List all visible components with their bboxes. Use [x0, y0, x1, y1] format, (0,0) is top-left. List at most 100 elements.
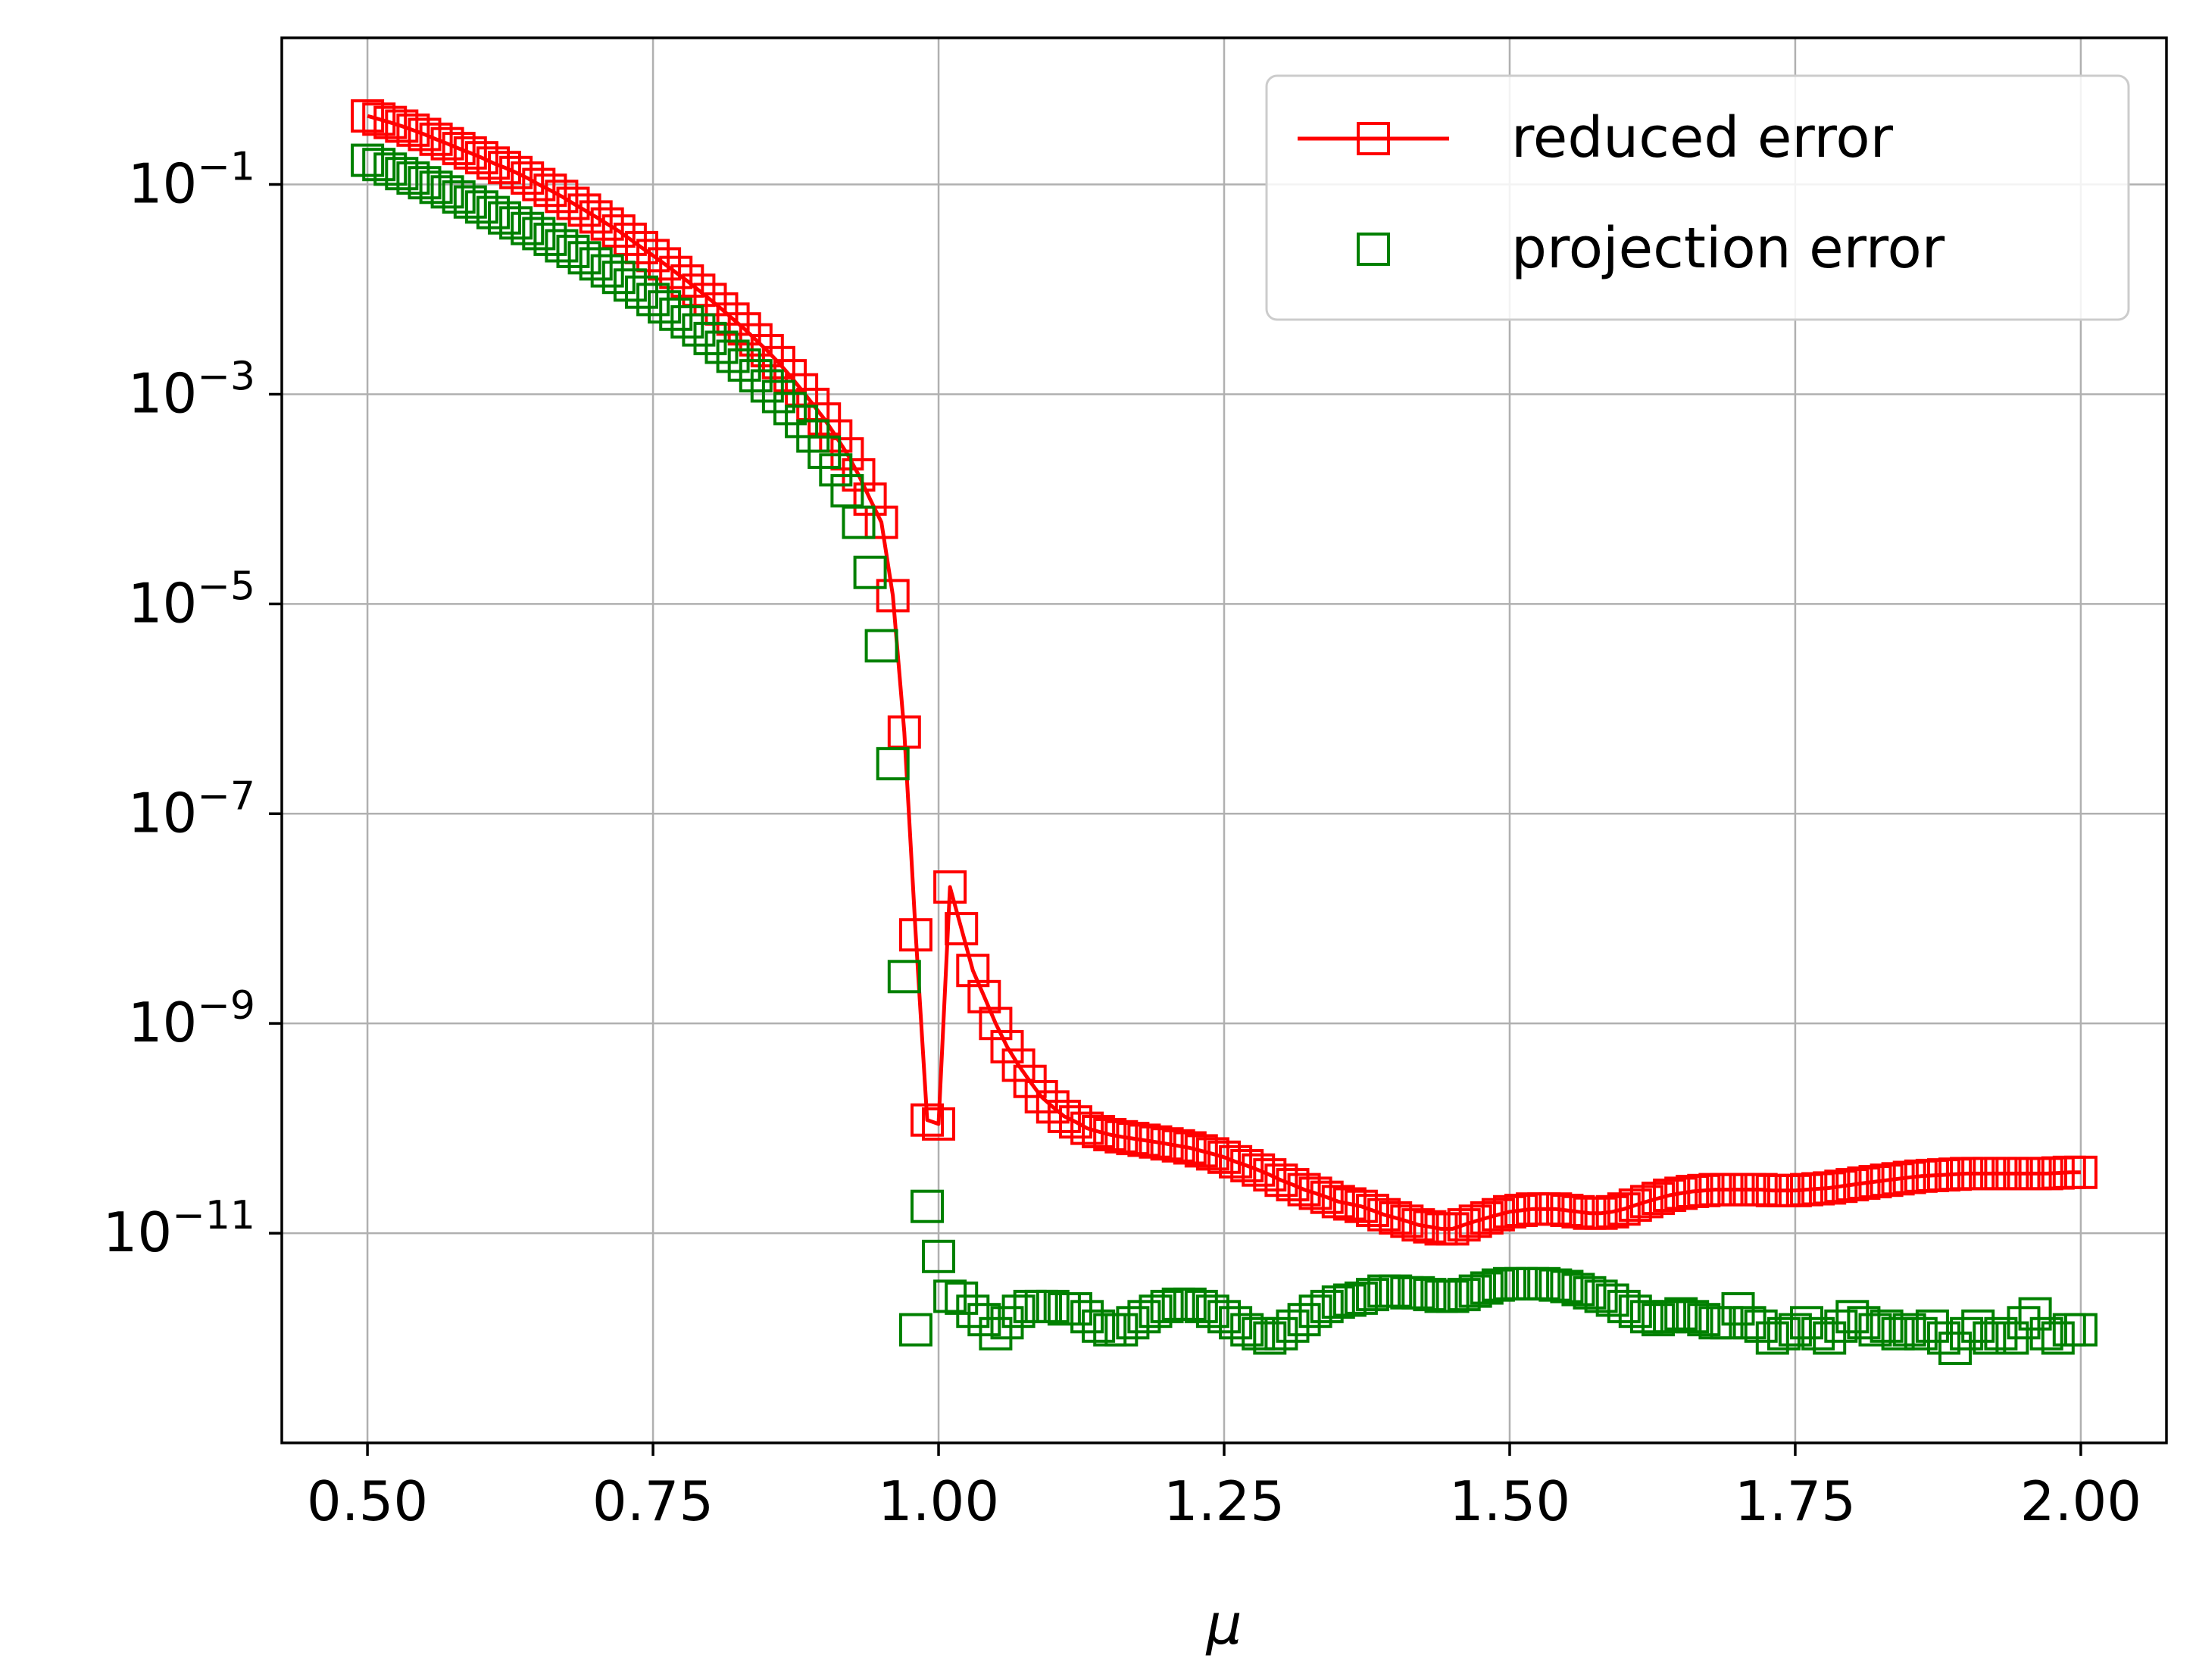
point-reduced-error-61	[1047, 1099, 1081, 1133]
series-projection-error	[351, 143, 2098, 1365]
point-reduced-error-51	[933, 870, 967, 904]
point-reduced-error-14	[511, 161, 545, 195]
y-tick-label-0: 10−1	[128, 145, 255, 216]
series-line-reduced-error	[367, 114, 2081, 1231]
point-reduced-error-49	[911, 1103, 944, 1137]
point-reduced-error-74	[1195, 1137, 1229, 1171]
point-projection-error-131	[1847, 1306, 1881, 1340]
point-projection-error-52	[945, 1281, 979, 1315]
point-projection-error-30	[693, 321, 727, 355]
point-projection-error-5	[408, 166, 442, 200]
point-reduced-error-109	[1595, 1194, 1629, 1229]
point-projection-error-6	[419, 170, 453, 205]
point-projection-error-44	[853, 555, 887, 589]
point-projection-error-84	[1310, 1289, 1344, 1323]
point-projection-error-115	[1664, 1297, 1698, 1331]
point-reduced-error-130	[1835, 1168, 1870, 1202]
point-projection-error-112	[1629, 1300, 1663, 1334]
point-projection-error-55	[979, 1316, 1013, 1351]
point-reduced-error-67	[1116, 1122, 1150, 1156]
point-reduced-error-79	[1253, 1158, 1287, 1192]
point-projection-error-14	[511, 211, 545, 245]
legend-reduced-error-marker	[1357, 122, 1390, 155]
point-reduced-error-84	[1310, 1180, 1344, 1214]
point-projection-error-136	[1904, 1316, 1938, 1351]
point-reduced-error-48	[898, 918, 932, 952]
point-projection-error-88	[1356, 1278, 1389, 1312]
point-projection-error-127	[1801, 1316, 1835, 1351]
point-reduced-error-3	[385, 109, 419, 143]
point-reduced-error-64	[1082, 1115, 1116, 1148]
point-reduced-error-114	[1653, 1179, 1687, 1212]
point-projection-error-141	[1961, 1309, 1995, 1343]
point-reduced-error-80	[1264, 1163, 1298, 1198]
point-reduced-error-89	[1367, 1198, 1401, 1232]
point-projection-error-48	[898, 1313, 932, 1347]
legend-box	[1265, 74, 2130, 321]
point-reduced-error-85	[1321, 1185, 1355, 1219]
point-projection-error-16	[533, 222, 567, 256]
point-projection-error-12	[488, 201, 521, 235]
point-reduced-error-87	[1344, 1189, 1378, 1223]
point-reduced-error-53	[956, 954, 990, 988]
point-projection-error-35	[750, 369, 784, 403]
x-tick-label-5: 1.75	[1735, 1469, 1856, 1533]
legend-projection-error-label: projection error	[1511, 216, 1945, 281]
point-projection-error-82	[1287, 1303, 1321, 1337]
point-projection-error-34	[739, 359, 773, 393]
point-projection-error-8	[442, 180, 476, 214]
point-reduced-error-10	[464, 141, 498, 175]
point-projection-error-93	[1413, 1278, 1447, 1312]
point-reduced-error-115	[1664, 1176, 1698, 1210]
point-reduced-error-33	[727, 312, 761, 346]
point-reduced-error-28	[670, 264, 704, 298]
point-projection-error-111	[1618, 1294, 1652, 1329]
point-projection-error-11	[476, 195, 510, 230]
point-reduced-error-16	[533, 173, 567, 208]
point-reduced-error-56	[990, 1029, 1024, 1063]
point-reduced-error-86	[1332, 1187, 1367, 1221]
point-projection-error-150	[2063, 1313, 2098, 1347]
point-reduced-error-69	[1139, 1125, 1173, 1159]
point-reduced-error-59	[1024, 1080, 1058, 1113]
point-projection-error-72	[1173, 1287, 1207, 1321]
point-reduced-error-66	[1104, 1119, 1139, 1154]
point-projection-error-114	[1653, 1300, 1687, 1334]
point-projection-error-109	[1595, 1283, 1629, 1317]
point-reduced-error-65	[1093, 1118, 1127, 1151]
point-projection-error-15	[522, 217, 556, 251]
x-tick-label-4: 1.50	[1449, 1469, 1570, 1533]
point-reduced-error-0	[351, 99, 385, 133]
point-projection-error-123	[1755, 1321, 1789, 1355]
point-projection-error-20	[579, 247, 613, 281]
point-reduced-error-40	[807, 402, 842, 436]
point-projection-error-113	[1642, 1303, 1675, 1337]
point-projection-error-147	[2029, 1316, 2063, 1351]
point-projection-error-36	[761, 379, 795, 414]
point-projection-error-148	[2041, 1321, 2075, 1355]
point-projection-error-32	[716, 339, 750, 373]
point-projection-error-1	[362, 148, 396, 182]
point-reduced-error-112	[1629, 1185, 1663, 1219]
point-projection-error-49	[911, 1189, 944, 1223]
point-projection-error-47	[887, 960, 921, 994]
point-projection-error-97	[1458, 1274, 1492, 1308]
point-reduced-error-73	[1184, 1134, 1218, 1168]
point-projection-error-4	[396, 161, 430, 195]
point-projection-error-57	[1001, 1294, 1036, 1329]
point-reduced-error-52	[945, 912, 979, 946]
point-reduced-error-12	[488, 151, 521, 185]
point-projection-error-125	[1778, 1313, 1812, 1347]
point-reduced-error-45	[864, 505, 898, 539]
point-projection-error-69	[1139, 1294, 1173, 1329]
point-projection-error-7	[430, 175, 464, 209]
point-projection-error-46	[876, 747, 910, 781]
point-projection-error-76	[1219, 1306, 1253, 1340]
x-axis-label: μ	[1205, 1592, 1242, 1657]
series-reduced-error	[351, 99, 2098, 1246]
point-projection-error-106	[1561, 1272, 1595, 1307]
point-reduced-error-13	[499, 155, 533, 189]
point-reduced-error-82	[1287, 1173, 1321, 1207]
point-projection-error-146	[2018, 1297, 2052, 1331]
